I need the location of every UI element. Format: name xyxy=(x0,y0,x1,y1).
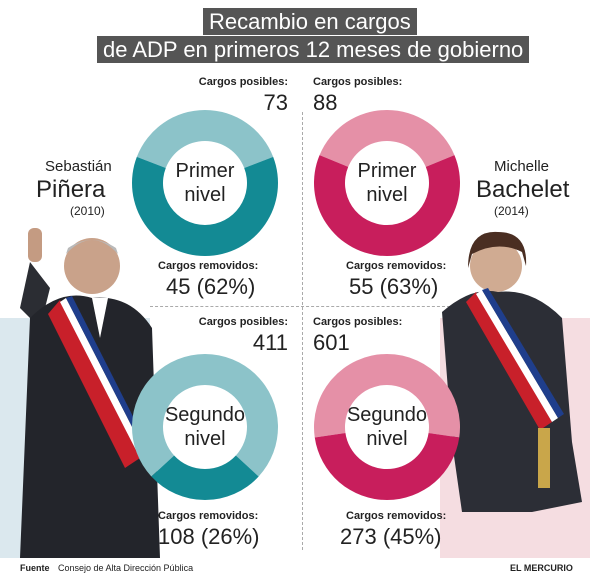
q4-removidos-label: Cargos removidos: xyxy=(346,510,447,522)
pinera-primer-nivel-donut xyxy=(132,110,278,256)
bachelet-primer-nivel-removed-slice xyxy=(314,155,460,256)
q2-center-label: Primer nivel xyxy=(327,159,447,207)
bachelet-photo xyxy=(442,231,582,512)
q4-removed: 273 (45%) xyxy=(340,524,442,549)
q1-center-line-2: nivel xyxy=(184,184,226,206)
pinera-first-name: Sebastián xyxy=(45,158,112,175)
q2-center-line-2: nivel xyxy=(366,184,408,206)
q3-removed: 108 (26%) xyxy=(158,524,260,549)
q3-center-line-2: nivel xyxy=(184,428,226,450)
pinera-segundo-nivel-removed-slice xyxy=(151,455,259,500)
bachelet-segundo-nivel-donut xyxy=(314,354,460,500)
q4-center-line-2: nivel xyxy=(366,428,408,450)
title-line-2: de ADP en primeros 12 meses de gobierno xyxy=(97,36,530,63)
q3-center-label: Segundo nivel xyxy=(145,403,265,451)
q1-center-line-1: Primer xyxy=(175,160,235,182)
pinera-last-name: Piñera xyxy=(36,176,106,203)
pinera-primer-nivel-removed-slice xyxy=(132,156,278,256)
bachelet-segundo-nivel-removed-slice xyxy=(314,433,460,500)
pinera-segundo-nivel-donut xyxy=(132,354,278,500)
q3-posibles-label: Cargos posibles: xyxy=(198,316,288,328)
source-label: Fuente xyxy=(20,563,50,573)
q4-posibles-label: Cargos posibles: xyxy=(313,316,403,328)
credit: EL MERCURIO xyxy=(510,563,573,573)
q1-posibles-label: Cargos posibles: xyxy=(198,76,288,88)
q1-total: 73 xyxy=(263,90,288,115)
q4-total: 601 xyxy=(313,330,350,355)
vertical-divider xyxy=(302,112,303,550)
pinera-segundo-nivel-rest-slice xyxy=(132,354,278,477)
horizontal-divider xyxy=(150,306,450,307)
q2-total: 88 xyxy=(313,90,338,115)
pinera-photo xyxy=(20,228,160,558)
q2-center-line-1: Primer xyxy=(357,160,417,182)
bachelet-segundo-nivel-rest-slice xyxy=(314,354,460,438)
q4-center-line-1: Segundo xyxy=(346,404,428,426)
title-line-1: Recambio en cargos xyxy=(203,8,417,35)
q2-removed: 55 (63%) xyxy=(349,274,439,299)
q1-center-label: Primer nivel xyxy=(145,159,265,207)
q2-posibles-label: Cargos posibles: xyxy=(313,76,403,88)
bachelet-primer-nivel-rest-slice xyxy=(319,110,455,167)
pinera-primer-nivel-rest-slice xyxy=(136,110,274,168)
source-text: Consejo de Alta Dirección Pública xyxy=(58,563,194,573)
q3-total: 411 xyxy=(252,330,288,355)
pinera-year: (2010) xyxy=(70,204,105,218)
q1-removed: 45 (62%) xyxy=(166,274,256,299)
q3-center-line-1: Segundo xyxy=(164,404,246,426)
q3-removidos-label: Cargos removidos: xyxy=(158,510,259,522)
bachelet-first-name: Michelle xyxy=(494,158,550,175)
bachelet-primer-nivel-donut xyxy=(314,110,460,256)
q1-removidos-label: Cargos removidos: xyxy=(158,260,259,272)
q4-center-label: Segundo nivel xyxy=(327,403,447,451)
bachelet-year: (2014) xyxy=(494,204,529,218)
bachelet-last-name: Bachelet xyxy=(476,176,570,203)
q2-removidos-label: Cargos removidos: xyxy=(346,260,447,272)
